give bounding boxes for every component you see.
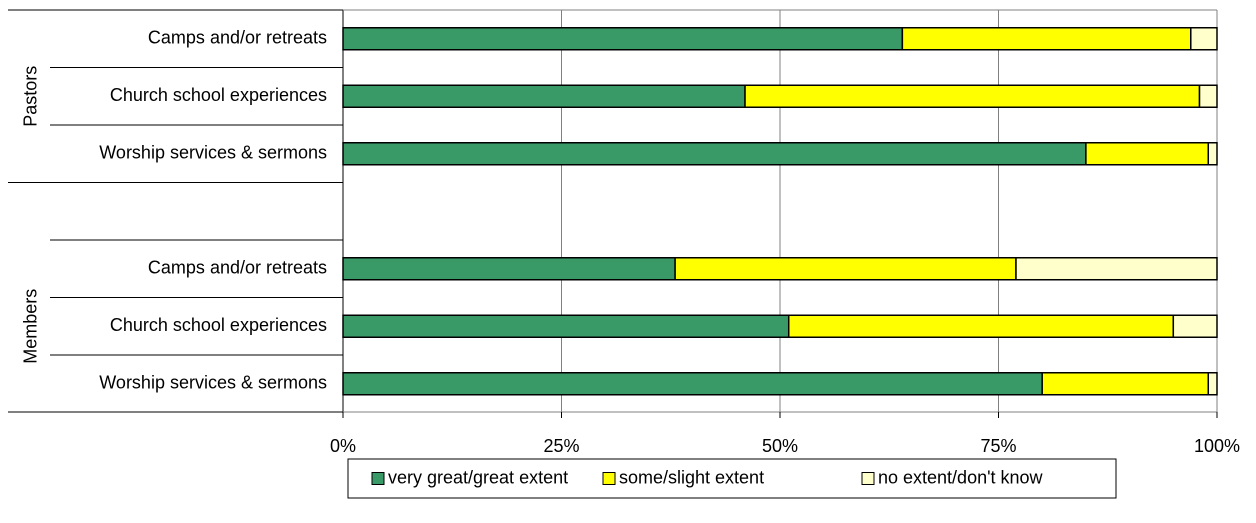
bar-segment — [1015, 257, 1218, 281]
category-label: Church school experiences — [110, 315, 327, 335]
bar-segment — [674, 257, 1017, 281]
bar-segment — [1172, 314, 1218, 338]
x-tick-label: 75% — [980, 436, 1016, 456]
x-tick-label: 100% — [1194, 436, 1240, 456]
bar-segment — [342, 257, 676, 281]
bar-segment — [342, 314, 790, 338]
x-tick-label: 0% — [330, 436, 356, 456]
category-label: Camps and/or retreats — [148, 28, 327, 48]
bar-segment — [1041, 372, 1210, 396]
group-label: Members — [20, 289, 40, 364]
category-label: Camps and/or retreats — [148, 258, 327, 278]
legend-label: very great/great extent — [388, 467, 568, 487]
legend-label: some/slight extent — [619, 467, 764, 487]
legend-swatch — [861, 472, 875, 485]
bar-segment — [342, 142, 1087, 166]
bar-segment — [342, 372, 1043, 396]
bar-segment — [1207, 142, 1218, 166]
group-label: Pastors — [20, 66, 40, 127]
legend-label: no extent/don't know — [878, 467, 1044, 487]
bar-segment — [1207, 372, 1218, 396]
bar-segment — [1085, 142, 1210, 166]
x-tick-label: 50% — [762, 436, 798, 456]
legend-swatch — [371, 472, 385, 485]
bar-segment — [1190, 27, 1218, 51]
legend-box — [347, 458, 1117, 499]
bar-segment — [901, 27, 1192, 51]
bar-segment — [342, 84, 746, 108]
bar-segment — [1198, 84, 1218, 108]
bar-segment — [342, 27, 904, 51]
legend-swatch — [602, 472, 616, 485]
x-tick-label: 25% — [543, 436, 579, 456]
bar-segment — [744, 84, 1201, 108]
category-label: Worship services & sermons — [99, 373, 327, 393]
category-label: Church school experiences — [110, 85, 327, 105]
category-label: Worship services & sermons — [99, 143, 327, 163]
bar-segment — [787, 314, 1175, 338]
